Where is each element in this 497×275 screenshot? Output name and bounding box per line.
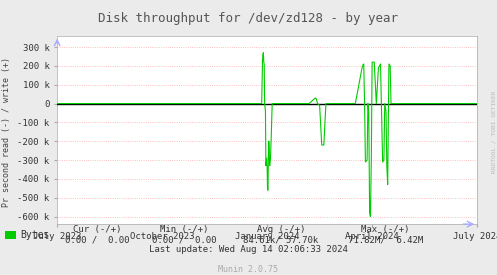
Text: Cur (-/+): Cur (-/+) [73, 226, 121, 234]
Text: Last update: Wed Aug 14 02:06:33 2024: Last update: Wed Aug 14 02:06:33 2024 [149, 246, 348, 254]
Text: 0.00 /  0.00: 0.00 / 0.00 [152, 236, 216, 244]
Text: 0.00 /  0.00: 0.00 / 0.00 [65, 236, 129, 244]
Text: Min (-/+): Min (-/+) [160, 226, 208, 234]
Text: Munin 2.0.75: Munin 2.0.75 [219, 265, 278, 274]
Text: 84.61k/ 57.70k: 84.61k/ 57.70k [243, 236, 319, 244]
Text: Max (-/+): Max (-/+) [361, 226, 410, 234]
Text: Bytes: Bytes [20, 230, 49, 240]
Text: Pr second read (-) / write (+): Pr second read (-) / write (+) [2, 57, 11, 207]
Text: Disk throughput for /dev/zd128 - by year: Disk throughput for /dev/zd128 - by year [98, 12, 399, 25]
Text: 71.82M/  6.42M: 71.82M/ 6.42M [347, 236, 423, 244]
Text: RRDTOOL / TOBI OETIKER: RRDTOOL / TOBI OETIKER [491, 91, 496, 173]
Text: Avg (-/+): Avg (-/+) [256, 226, 305, 234]
